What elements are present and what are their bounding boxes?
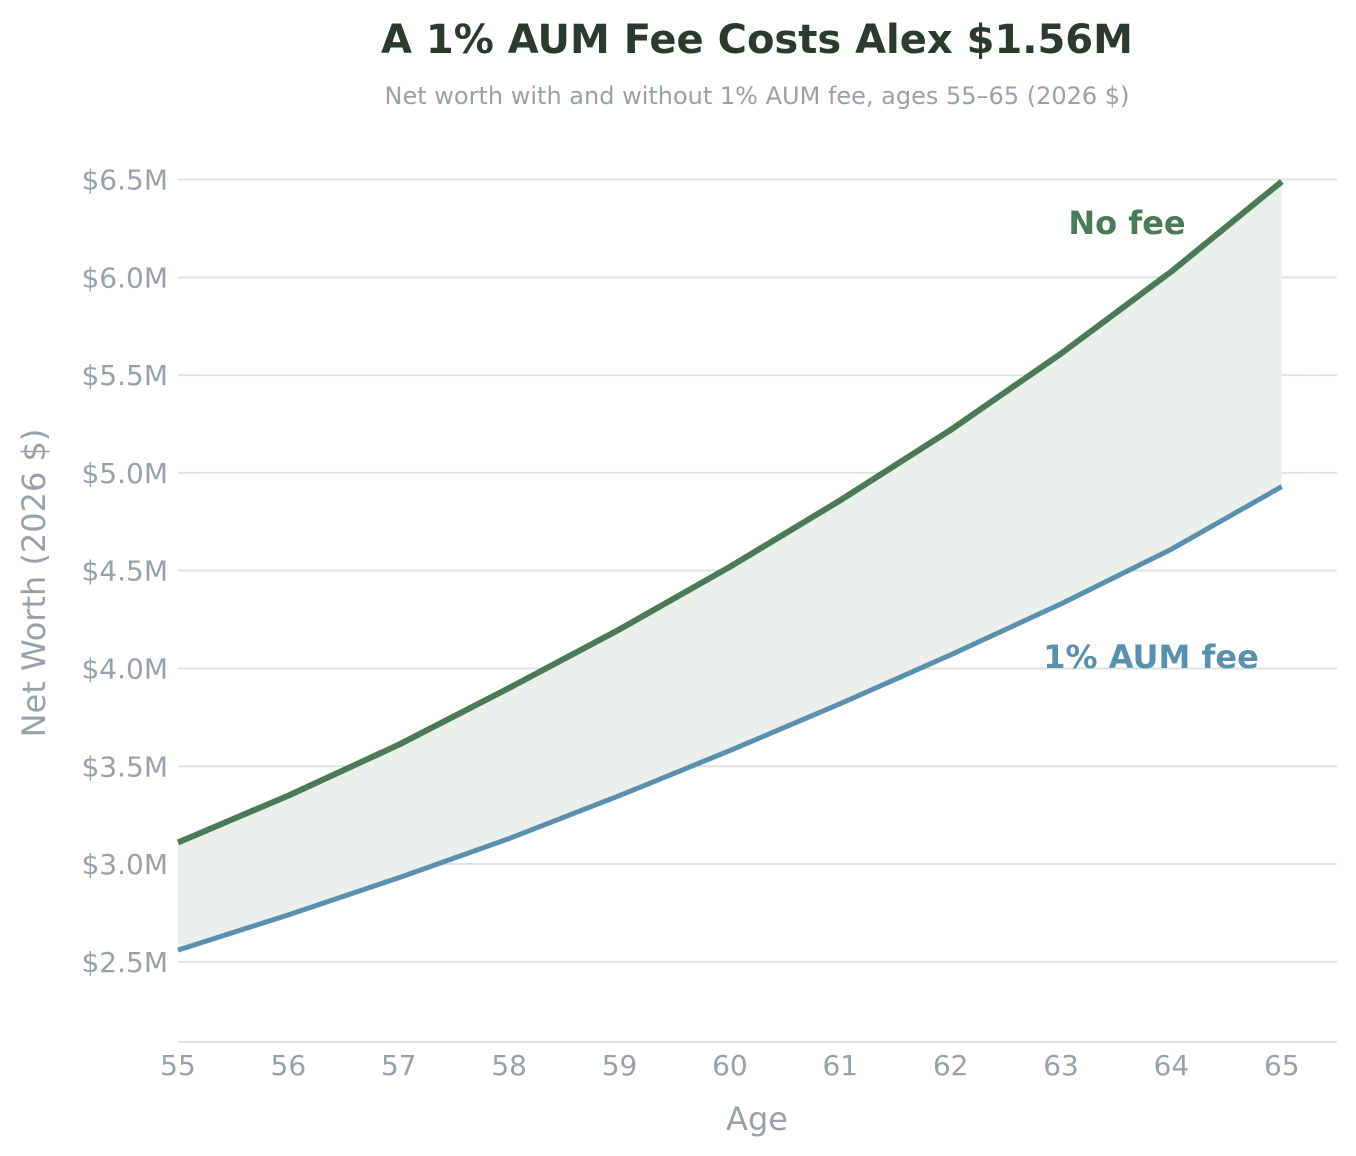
series-label-aum-fee: 1% AUM fee [1043,638,1259,676]
x-tick-label: 56 [271,1049,307,1082]
series-line-aum-fee [177,484,1284,953]
chart-subtitle: Net worth with and without 1% AUM fee, a… [385,82,1130,110]
x-tick-label: 63 [1043,1049,1079,1082]
series-label-no-fee: No fee [1068,204,1185,242]
x-tick-labels: 55 56 57 58 59 60 61 62 63 64 65 [160,1049,1299,1082]
fee-cost-area [178,181,1282,951]
y-tick-label: $4.5M [81,555,168,588]
x-tick-label: 60 [712,1049,748,1082]
x-tick-label: 61 [822,1049,858,1082]
x-tick-label: 59 [602,1049,638,1082]
chart-title: A 1% AUM Fee Costs Alex $1.56M [381,17,1133,63]
y-tick-label: $5.0M [81,457,168,490]
x-axis-label: Age [726,1100,788,1138]
x-tick-label: 55 [160,1049,196,1082]
series-line-no-fee [176,179,1284,846]
x-tick-label: 65 [1264,1049,1300,1082]
y-tick-labels: $2.5M $3.0M $3.5M $4.0M $4.5M $5.0M $5.5M $6.0M… [81,164,168,979]
y-tick-label: $3.0M [81,848,168,881]
y-tick-label: $4.0M [81,652,168,685]
y-tick-label: $3.5M [81,750,168,783]
y-axis-label: Net Worth (2026 $) [15,429,53,738]
y-tick-label: $6.5M [81,164,168,197]
x-tick-label: 62 [933,1049,969,1082]
x-tick-label: 64 [1154,1049,1190,1082]
y-tick-label: $6.0M [81,261,168,294]
y-tick-label: $2.5M [81,946,168,979]
y-tick-label: $5.5M [81,359,168,392]
x-tick-label: 58 [491,1049,527,1082]
x-tick-label: 57 [381,1049,417,1082]
